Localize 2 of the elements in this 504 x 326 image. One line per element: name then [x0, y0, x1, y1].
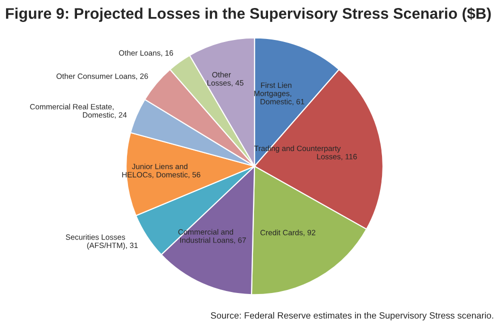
chart-title: Figure 9: Projected Losses in the Supervisory Stress Scenario ($B) — [6, 7, 491, 22]
source-note: Source: Federal Reserve estimates in the Supervisory Stress scenario. — [210, 312, 494, 320]
